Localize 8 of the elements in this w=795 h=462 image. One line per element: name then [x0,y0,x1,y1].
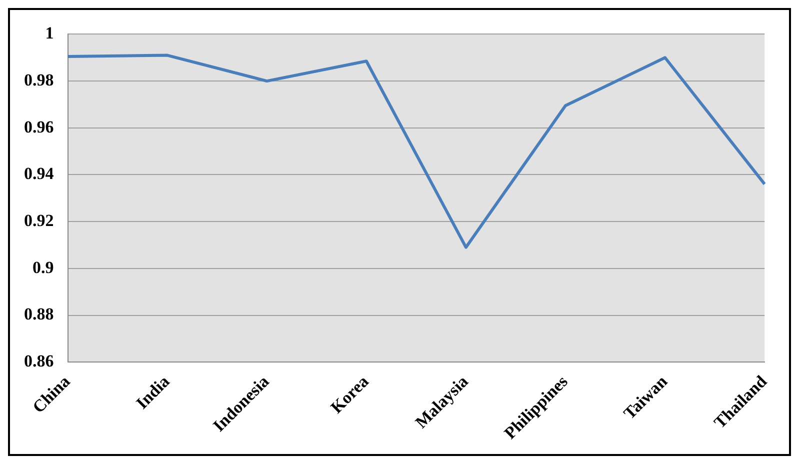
y-tick-label: 0.86 [24,352,54,371]
y-tick-label: 1 [45,24,54,43]
y-tick-label: 0.96 [24,117,54,136]
y-tick-label: 0.98 [24,70,54,90]
y-tick-label: 0.94 [24,164,54,184]
y-tick-label: 0.9 [32,258,54,277]
y-tick-label: 0.88 [24,304,54,324]
y-tick-label: 0.92 [24,210,54,230]
